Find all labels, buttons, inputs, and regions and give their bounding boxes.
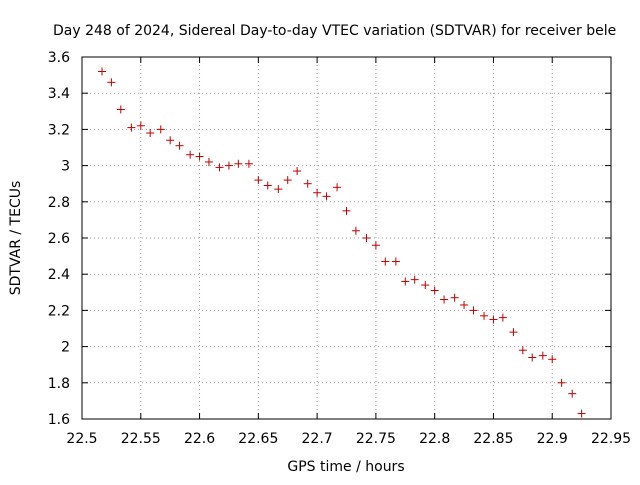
data-point: [204, 157, 213, 166]
y-tick-label: 1.8: [48, 376, 70, 392]
y-axis-label: SDTVAR / TECUs: [8, 181, 24, 296]
x-tick-label: 22.75: [356, 431, 396, 447]
data-point: [430, 286, 439, 295]
data-point: [215, 163, 224, 172]
data-points: [97, 67, 586, 418]
x-axis-label: GPS time / hours: [287, 459, 404, 475]
data-point: [371, 241, 380, 250]
axis-ticks: [81, 56, 612, 420]
data-point: [351, 226, 360, 235]
x-tick-label: 22.55: [121, 431, 161, 447]
data-point: [322, 192, 331, 201]
data-point: [175, 141, 184, 150]
y-tick-label: 2.6: [48, 231, 70, 247]
data-point: [254, 176, 263, 185]
data-point: [450, 293, 459, 302]
data-point: [127, 123, 136, 132]
x-tick-label: 22.95: [591, 431, 631, 447]
data-point: [518, 346, 527, 355]
x-tick-label: 22.8: [419, 431, 450, 447]
data-point: [313, 188, 322, 197]
y-tick-label: 1.6: [48, 412, 70, 428]
data-point: [303, 179, 312, 188]
data-point: [421, 281, 430, 290]
x-tick-label: 22.9: [537, 431, 568, 447]
data-point: [97, 67, 106, 76]
y-tick-label: 3: [61, 159, 70, 175]
data-point: [528, 353, 537, 362]
data-point: [156, 125, 165, 134]
x-tick-label: 22.6: [184, 431, 215, 447]
data-point: [577, 409, 586, 418]
data-point: [146, 129, 155, 138]
y-tick-label: 2.8: [48, 195, 70, 211]
data-point: [548, 355, 557, 364]
data-point: [244, 159, 253, 168]
data-point: [234, 159, 243, 168]
data-point: [498, 313, 507, 322]
data-point: [538, 351, 547, 360]
data-point: [362, 234, 371, 242]
data-point: [480, 311, 489, 320]
data-point: [469, 306, 478, 315]
y-tick-label: 3.2: [48, 122, 70, 138]
data-point: [116, 105, 125, 114]
data-point: [557, 378, 566, 387]
data-point: [263, 181, 272, 190]
grid-lines: [82, 57, 611, 419]
y-tick-label: 2.4: [48, 267, 70, 283]
data-point: [186, 150, 195, 159]
data-point: [293, 167, 302, 176]
data-point: [274, 185, 283, 194]
x-tick-label: 22.7: [302, 431, 333, 447]
data-point: [460, 300, 469, 309]
data-point: [440, 295, 449, 304]
data-point: [381, 257, 390, 266]
plot-frame: [81, 56, 612, 420]
y-tick-label: 3.4: [48, 86, 70, 102]
data-point: [410, 275, 419, 284]
data-point: [224, 161, 233, 170]
data-point: [136, 121, 145, 130]
data-point: [509, 328, 518, 337]
data-point: [283, 176, 292, 185]
y-tick-label: 3.6: [48, 50, 70, 66]
x-tick-label: 22.85: [473, 431, 513, 447]
chart-title: Day 248 of 2024, Sidereal Day-to-day VTE…: [53, 23, 616, 39]
data-point: [107, 78, 116, 87]
y-tick-labels: 1.6 1.8 2 2.2 2.4 2.6 2.8 3 3.2 3.4 3.6: [48, 50, 70, 428]
x-tick-label: 22.65: [238, 431, 278, 447]
data-point: [333, 183, 342, 192]
data-point: [391, 257, 400, 266]
y-tick-label: 2.2: [48, 303, 70, 319]
data-point: [166, 136, 175, 145]
data-point: [401, 277, 410, 286]
x-tick-label: 22.5: [66, 431, 97, 447]
data-point: [195, 152, 204, 161]
data-point: [568, 389, 577, 398]
x-tick-labels: 22.5 22.55 22.6 22.65 22.7 22.75 22.8 22.85 22.9…: [66, 431, 631, 447]
data-point: [342, 206, 351, 215]
y-tick-label: 2: [61, 340, 70, 356]
data-point: [489, 315, 498, 324]
